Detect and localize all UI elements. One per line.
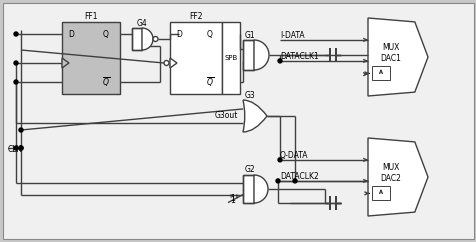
Text: DATACLK1: DATACLK1 bbox=[279, 53, 318, 61]
Text: I-DATA: I-DATA bbox=[279, 31, 304, 40]
Polygon shape bbox=[253, 40, 268, 70]
Polygon shape bbox=[169, 58, 177, 68]
Text: G3out: G3out bbox=[214, 112, 238, 121]
Text: Q: Q bbox=[103, 30, 109, 38]
Circle shape bbox=[14, 80, 18, 84]
Circle shape bbox=[278, 158, 281, 162]
Polygon shape bbox=[142, 28, 153, 50]
Bar bbox=[242, 175, 253, 203]
Polygon shape bbox=[253, 175, 268, 203]
Text: '1': '1' bbox=[228, 195, 238, 204]
Text: G4: G4 bbox=[136, 18, 147, 28]
Text: MUX: MUX bbox=[381, 163, 398, 172]
Text: DAC1: DAC1 bbox=[379, 54, 400, 63]
Bar bbox=[371, 66, 389, 80]
Text: Q: Q bbox=[207, 30, 212, 38]
Text: CLK: CLK bbox=[8, 144, 22, 153]
Text: FF1: FF1 bbox=[84, 12, 98, 21]
Circle shape bbox=[153, 37, 158, 41]
Text: G1: G1 bbox=[244, 30, 254, 39]
Text: D: D bbox=[176, 30, 181, 38]
Text: DATACLK2: DATACLK2 bbox=[279, 172, 318, 182]
Circle shape bbox=[278, 59, 281, 63]
Circle shape bbox=[164, 60, 169, 66]
Text: FF2: FF2 bbox=[189, 12, 202, 21]
Text: MUX: MUX bbox=[381, 43, 398, 52]
Circle shape bbox=[19, 128, 23, 132]
Polygon shape bbox=[367, 18, 427, 96]
Text: Q-DATA: Q-DATA bbox=[279, 151, 308, 160]
Circle shape bbox=[276, 179, 279, 183]
Polygon shape bbox=[62, 58, 69, 68]
Bar bbox=[169, 22, 221, 94]
Circle shape bbox=[292, 179, 297, 183]
Text: $\overline{Q}$: $\overline{Q}$ bbox=[206, 76, 214, 89]
Circle shape bbox=[14, 146, 18, 150]
Text: D: D bbox=[68, 30, 74, 38]
Circle shape bbox=[19, 146, 23, 150]
Bar bbox=[221, 22, 239, 94]
Text: G3: G3 bbox=[244, 91, 255, 99]
Text: G2: G2 bbox=[244, 166, 254, 174]
Text: SPB: SPB bbox=[224, 55, 237, 61]
Bar bbox=[62, 22, 120, 94]
PathPatch shape bbox=[242, 100, 267, 132]
Text: $\overline{Q}$: $\overline{Q}$ bbox=[102, 76, 110, 89]
Bar bbox=[132, 28, 142, 50]
Polygon shape bbox=[367, 138, 427, 216]
Circle shape bbox=[14, 61, 18, 65]
Text: DAC2: DAC2 bbox=[379, 174, 400, 183]
Circle shape bbox=[14, 32, 18, 36]
Bar bbox=[242, 40, 253, 70]
Text: /n: /n bbox=[377, 71, 383, 76]
Text: /n: /n bbox=[377, 191, 383, 196]
Text: '1': '1' bbox=[228, 197, 238, 205]
Circle shape bbox=[19, 146, 23, 150]
Bar bbox=[371, 186, 389, 200]
